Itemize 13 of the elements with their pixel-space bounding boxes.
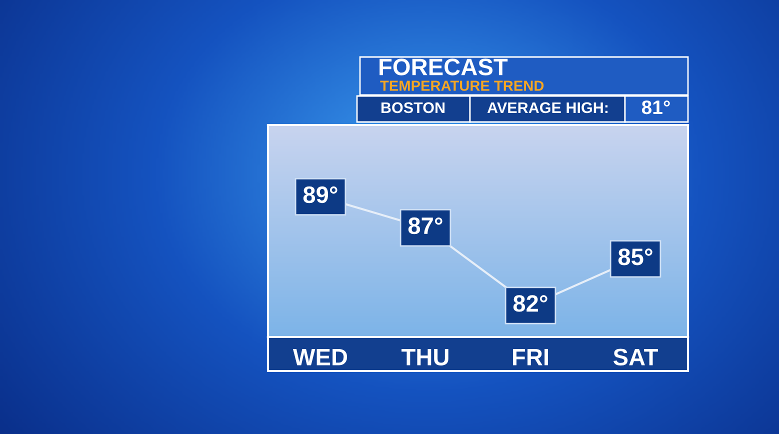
text: BOSTON — [381, 102, 445, 114]
chart-subtitle: TEMPERATURE TREND — [380, 80, 544, 91]
text: AVERAGE HIGH: — [487, 102, 608, 114]
x-tick-label: SAT — [613, 348, 658, 366]
data-label: 87° — [408, 217, 442, 234]
chart-title: FORECAST — [380, 58, 508, 76]
x-tick-label: WED — [292, 348, 348, 366]
text: 81° — [642, 100, 670, 114]
x-tick-label: FRI — [513, 348, 548, 366]
data-label: 82° — [513, 295, 548, 312]
data-label: 89° — [303, 186, 338, 204]
x-tick-label: THU — [402, 348, 448, 366]
data-label: 85° — [618, 248, 652, 266]
